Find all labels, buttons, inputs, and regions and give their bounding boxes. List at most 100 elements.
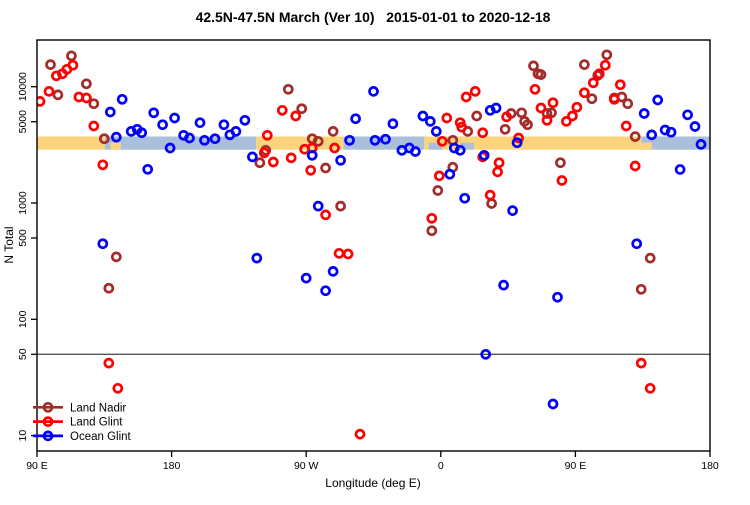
data-point-land-nadir bbox=[52, 89, 64, 101]
map-band-land bbox=[424, 136, 642, 150]
data-point-land-glint bbox=[354, 428, 366, 440]
data-point-ocean-glint bbox=[104, 106, 116, 118]
data-point-ocean-glint bbox=[169, 112, 180, 124]
x-tick-label: 180 bbox=[701, 460, 719, 472]
data-point-ocean-glint bbox=[320, 285, 331, 297]
data-point-ocean-glint bbox=[380, 133, 391, 145]
data-point-land-glint bbox=[484, 189, 496, 201]
data-point-land-glint bbox=[556, 175, 568, 186]
map-band-ocean bbox=[641, 136, 710, 150]
data-point-land-glint bbox=[567, 110, 578, 122]
data-point-ocean-glint bbox=[199, 134, 210, 146]
data-point-ocean-glint bbox=[459, 192, 471, 204]
data-point-ocean-glint bbox=[97, 238, 109, 250]
data-point-ocean-glint bbox=[300, 272, 312, 284]
data-point-ocean-glint bbox=[498, 279, 509, 291]
data-point-ocean-glint bbox=[417, 110, 429, 122]
data-point-ocean-glint bbox=[209, 133, 221, 145]
data-point-ocean-glint bbox=[410, 146, 421, 157]
data-point-land-glint bbox=[37, 96, 46, 107]
x-tick-label: 0 bbox=[438, 460, 444, 472]
data-point-ocean-glint bbox=[480, 348, 492, 360]
data-point-ocean-glint bbox=[478, 149, 490, 161]
data-point-land-nadir bbox=[644, 252, 656, 264]
data-point-land-nadir bbox=[282, 83, 294, 95]
y-tick-label: 100 bbox=[17, 310, 29, 328]
data-point-land-glint bbox=[529, 83, 541, 95]
data-point-ocean-glint bbox=[247, 151, 258, 163]
data-point-ocean-glint bbox=[306, 149, 318, 161]
legend-label-1: Land Glint bbox=[70, 417, 123, 429]
data-point-ocean-glint bbox=[547, 398, 559, 410]
data-point-land-glint bbox=[541, 114, 553, 126]
data-point-ocean-glint bbox=[116, 93, 128, 105]
data-point-ocean-glint bbox=[148, 107, 160, 119]
data-point-ocean-glint bbox=[184, 132, 195, 144]
data-point-ocean-glint bbox=[444, 168, 456, 180]
data-point-land-nadir bbox=[555, 157, 566, 169]
data-point-land-nadir bbox=[88, 98, 100, 110]
data-point-ocean-glint bbox=[136, 127, 148, 139]
data-point-ocean-glint bbox=[631, 238, 643, 250]
coast-patch-land bbox=[641, 142, 652, 150]
data-point-ocean-glint bbox=[552, 291, 563, 303]
data-point-ocean-glint bbox=[369, 134, 381, 146]
y-axis-label: N Total bbox=[2, 226, 16, 263]
data-point-land-nadir bbox=[546, 107, 557, 119]
data-point-land-nadir bbox=[629, 131, 641, 142]
data-point-ocean-glint bbox=[652, 94, 664, 106]
data-point-land-glint bbox=[629, 160, 641, 172]
legend-label-0: Land Nadir bbox=[70, 402, 126, 414]
data-point-land-glint bbox=[469, 86, 481, 97]
data-point-land-glint bbox=[305, 164, 317, 176]
data-point-land-glint bbox=[103, 357, 115, 369]
data-point-land-nadir bbox=[110, 251, 122, 263]
data-point-land-glint bbox=[571, 101, 583, 113]
axes-layer: 90 E 180 90 W 0 90 E 180 10 50 100 500 1000 5000 100… bbox=[17, 72, 719, 472]
data-point-land-nadir bbox=[312, 135, 324, 147]
x-tick-label: 90 W bbox=[294, 460, 319, 472]
data-point-ocean-glint bbox=[490, 102, 502, 114]
data-point-land-glint bbox=[599, 59, 611, 71]
data-point-land-glint bbox=[635, 357, 647, 369]
data-point-land-glint bbox=[561, 116, 572, 127]
data-point-land-glint bbox=[81, 92, 92, 104]
data-point-land-glint bbox=[112, 382, 124, 394]
legend-label-2: Ocean Glint bbox=[70, 431, 132, 443]
data-point-land-nadir bbox=[327, 126, 339, 137]
data-point-land-glint bbox=[608, 93, 620, 105]
data-point-land-glint bbox=[614, 79, 626, 91]
data-point-land-nadir bbox=[81, 78, 92, 90]
data-point-ocean-glint bbox=[454, 144, 466, 156]
data-point-ocean-glint bbox=[689, 121, 701, 132]
data-point-ocean-glint bbox=[312, 200, 324, 212]
data-point-ocean-glint bbox=[387, 118, 399, 130]
data-point-land-glint bbox=[261, 129, 273, 141]
legend-marker-1 bbox=[42, 416, 54, 427]
data-point-land-glint bbox=[436, 135, 448, 147]
data-point-ocean-glint bbox=[194, 117, 206, 129]
coast-patch-ocean bbox=[460, 142, 474, 150]
map-band-land bbox=[37, 136, 105, 150]
data-point-ocean-glint bbox=[424, 116, 436, 127]
data-point-land-nadir bbox=[98, 133, 110, 145]
data-point-land-glint bbox=[285, 152, 297, 164]
y-tick-label: 10000 bbox=[17, 72, 29, 101]
data-point-land-nadir bbox=[635, 283, 647, 295]
data-point-land-glint bbox=[290, 110, 302, 122]
data-point-land-glint bbox=[43, 86, 55, 97]
data-point-land-glint bbox=[501, 111, 512, 123]
data-point-land-nadir bbox=[426, 225, 438, 237]
chart-title: 42.5N-47.5N March (Ver 10) 2015-01-01 to… bbox=[196, 9, 551, 25]
data-point-land-glint bbox=[493, 157, 505, 169]
data-point-land-nadir bbox=[432, 185, 444, 196]
data-point-land-glint bbox=[329, 142, 340, 154]
data-point-land-nadir bbox=[579, 59, 590, 70]
y-tick-label: 50 bbox=[17, 348, 29, 360]
data-point-ocean-glint bbox=[344, 134, 355, 146]
data-point-land-nadir bbox=[516, 107, 527, 119]
data-point-land-glint bbox=[620, 120, 632, 132]
data-point-land-glint bbox=[535, 102, 547, 114]
data-point-land-glint bbox=[456, 121, 468, 133]
